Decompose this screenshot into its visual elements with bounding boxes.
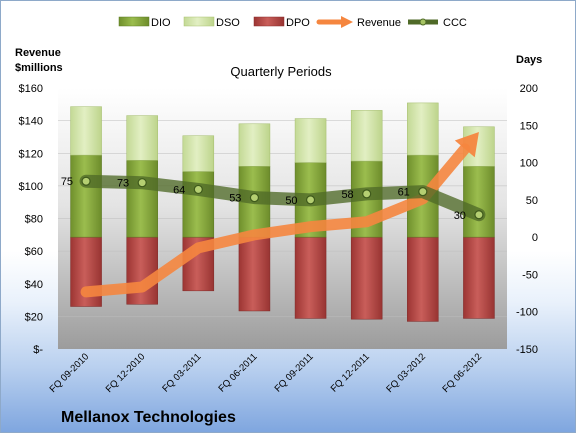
bar-dio — [463, 166, 495, 238]
bar-dso — [294, 118, 327, 163]
legend: DIO DSO DPO Revenue CCC — [118, 16, 467, 29]
lines: 75 73 64 53 50 58 61 30 — [61, 132, 486, 298]
category-label: FQ 03-2011 — [160, 351, 203, 394]
left-tick-label: $60 — [25, 246, 43, 258]
ccc-data-label: 73 — [117, 178, 129, 190]
right-tick-label: 200 — [520, 83, 538, 95]
bar-dso — [407, 102, 439, 156]
ccc-data-label: 58 — [341, 189, 353, 201]
right-tick-label: 50 — [526, 195, 538, 207]
left-tick-label: $- — [33, 344, 43, 356]
line-ccc — [79, 174, 486, 222]
ccc-point — [474, 210, 484, 220]
legend-swatch-dpo — [253, 16, 285, 27]
category-label: FQ 03-2012 — [384, 351, 428, 395]
ccc-data-label: 64 — [173, 184, 185, 196]
bar-dpo — [407, 236, 439, 322]
left-tick-label: $140 — [19, 116, 43, 128]
left-tick-label: $160 — [19, 83, 43, 95]
ccc-point — [137, 178, 147, 188]
category-label: FQ 09-2010 — [48, 351, 92, 395]
right-tick-label: -150 — [516, 344, 538, 356]
bar-dpo — [463, 236, 495, 319]
bar-dso — [126, 115, 158, 161]
category-label: FQ 06-2011 — [216, 351, 259, 394]
category-label: FQ 12-2010 — [104, 351, 148, 395]
bar-dso — [350, 110, 383, 162]
right-tick-label: 150 — [520, 120, 538, 132]
left-axis-label-line2: $millions — [15, 62, 63, 74]
legend-swatch-dio — [118, 16, 150, 27]
legend-label-dio: DIO — [151, 17, 171, 29]
legend-marker-ccc — [419, 18, 427, 26]
right-tick-label: 100 — [520, 158, 538, 170]
left-axis-label-line1: Revenue — [15, 47, 61, 59]
ccc-data-label: 75 — [61, 176, 73, 188]
bar-dio — [70, 154, 102, 238]
line-revenue — [80, 143, 471, 298]
bar-dpo — [126, 236, 158, 305]
ccc-data-label: 53 — [229, 193, 241, 205]
right-tick-label: 0 — [532, 232, 538, 244]
legend-label-ccc: CCC — [443, 17, 467, 29]
legend-label-revenue: Revenue — [357, 17, 401, 29]
ccc-point — [418, 187, 428, 197]
bar-dso — [70, 106, 102, 156]
revenue-arrowhead — [454, 132, 479, 158]
right-tick-label: -100 — [516, 307, 538, 319]
left-tick-label: $120 — [19, 148, 43, 160]
bar-dso — [182, 135, 215, 172]
right-axis-label: Days — [516, 54, 542, 66]
ccc-data-label: 61 — [398, 187, 410, 199]
category-label: FQ 09-2011 — [273, 351, 316, 394]
chart-title: Quarterly Periods — [230, 64, 332, 79]
legend-label-dpo: DPO — [286, 17, 310, 29]
legend-swatch-dso — [183, 16, 215, 27]
right-tick-label: -50 — [522, 269, 538, 281]
bar-dpo — [350, 236, 383, 320]
company-name: Mellanox Technologies — [61, 409, 236, 426]
left-tick-label: $20 — [25, 311, 43, 323]
legend-label-dso: DSO — [216, 17, 240, 29]
ccc-point — [81, 176, 91, 186]
legend-arrowhead-revenue — [341, 16, 353, 28]
left-tick-label: $100 — [19, 181, 43, 193]
ccc-point — [362, 189, 372, 199]
category-label: FQ 06-2012 — [440, 351, 484, 395]
ccc-point — [249, 193, 260, 203]
ccc-data-label: 50 — [285, 195, 297, 207]
bar-dpo — [294, 236, 327, 319]
bar-dio — [182, 171, 215, 238]
bar-dio — [126, 160, 158, 238]
ccc-data-label: 30 — [454, 210, 466, 222]
ccc-point — [193, 184, 203, 195]
category-label: FQ 12-2011 — [329, 351, 372, 394]
left-tick-label: $80 — [25, 214, 43, 226]
bar-dpo — [238, 236, 271, 312]
left-tick-label: $40 — [25, 279, 43, 291]
ccc-point — [305, 195, 316, 205]
bar-dso — [238, 123, 271, 167]
